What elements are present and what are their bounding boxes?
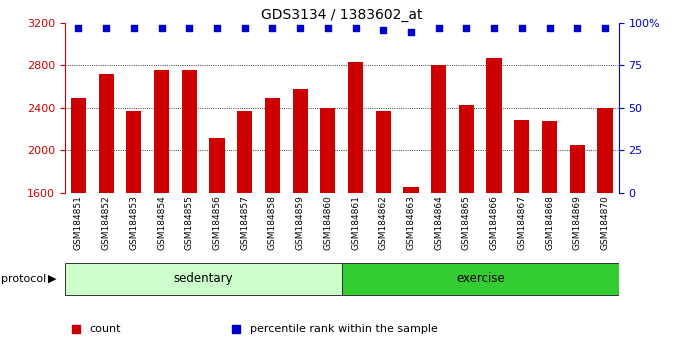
Point xyxy=(322,25,333,31)
Text: GSM184857: GSM184857 xyxy=(240,195,249,250)
Bar xyxy=(99,74,114,354)
Text: GSM184854: GSM184854 xyxy=(157,195,166,250)
Text: GSM184858: GSM184858 xyxy=(268,195,277,250)
Point xyxy=(231,326,242,332)
Bar xyxy=(403,187,419,354)
Bar xyxy=(292,89,308,354)
Point xyxy=(73,25,84,31)
Point xyxy=(211,25,222,31)
Bar xyxy=(570,145,585,354)
Point xyxy=(461,25,472,31)
Point xyxy=(267,25,278,31)
Bar xyxy=(375,111,391,354)
Point xyxy=(156,25,167,31)
Point xyxy=(572,25,583,31)
Point xyxy=(433,25,444,31)
Text: GSM184861: GSM184861 xyxy=(351,195,360,250)
Point xyxy=(405,29,416,34)
Point xyxy=(516,25,527,31)
Bar xyxy=(486,58,502,354)
FancyBboxPatch shape xyxy=(65,263,342,295)
Point xyxy=(239,25,250,31)
Text: GSM184863: GSM184863 xyxy=(407,195,415,250)
Bar xyxy=(320,108,335,354)
Bar xyxy=(154,70,169,354)
Bar xyxy=(71,98,86,354)
Text: GSM184865: GSM184865 xyxy=(462,195,471,250)
Bar xyxy=(542,121,557,354)
Text: count: count xyxy=(90,324,121,335)
Text: GSM184859: GSM184859 xyxy=(296,195,305,250)
Text: GSM184868: GSM184868 xyxy=(545,195,554,250)
Point xyxy=(101,25,112,31)
Bar xyxy=(431,65,446,354)
FancyBboxPatch shape xyxy=(342,263,619,295)
Text: GSM184855: GSM184855 xyxy=(185,195,194,250)
Bar xyxy=(348,62,363,354)
Text: GSM184866: GSM184866 xyxy=(490,195,498,250)
Point xyxy=(489,25,500,31)
Text: GSM184869: GSM184869 xyxy=(573,195,581,250)
Text: GSM184862: GSM184862 xyxy=(379,195,388,250)
Bar xyxy=(237,111,252,354)
Text: GSM184860: GSM184860 xyxy=(324,195,333,250)
Bar xyxy=(514,120,530,354)
Bar xyxy=(459,105,474,354)
Bar xyxy=(209,138,224,354)
Text: sedentary: sedentary xyxy=(173,272,233,285)
Text: exercise: exercise xyxy=(456,272,505,285)
Text: percentile rank within the sample: percentile rank within the sample xyxy=(250,324,438,335)
Bar xyxy=(597,108,613,354)
Text: ▶: ▶ xyxy=(48,274,56,284)
Text: GSM184852: GSM184852 xyxy=(102,195,111,250)
Point xyxy=(378,27,389,33)
Text: GSM184864: GSM184864 xyxy=(435,195,443,250)
Point xyxy=(544,25,555,31)
Point xyxy=(600,25,611,31)
Point xyxy=(294,25,305,31)
Text: GSM184870: GSM184870 xyxy=(600,195,609,250)
Point xyxy=(350,25,361,31)
Text: protocol: protocol xyxy=(1,274,47,284)
Text: GSM184867: GSM184867 xyxy=(517,195,526,250)
Bar xyxy=(126,111,141,354)
Point xyxy=(184,25,194,31)
Title: GDS3134 / 1383602_at: GDS3134 / 1383602_at xyxy=(261,8,422,22)
Bar xyxy=(182,70,197,354)
Bar xyxy=(265,98,280,354)
Text: GSM184853: GSM184853 xyxy=(129,195,138,250)
Text: GSM184856: GSM184856 xyxy=(213,195,222,250)
Text: GSM184851: GSM184851 xyxy=(74,195,83,250)
Point xyxy=(70,326,81,332)
Point xyxy=(129,25,139,31)
